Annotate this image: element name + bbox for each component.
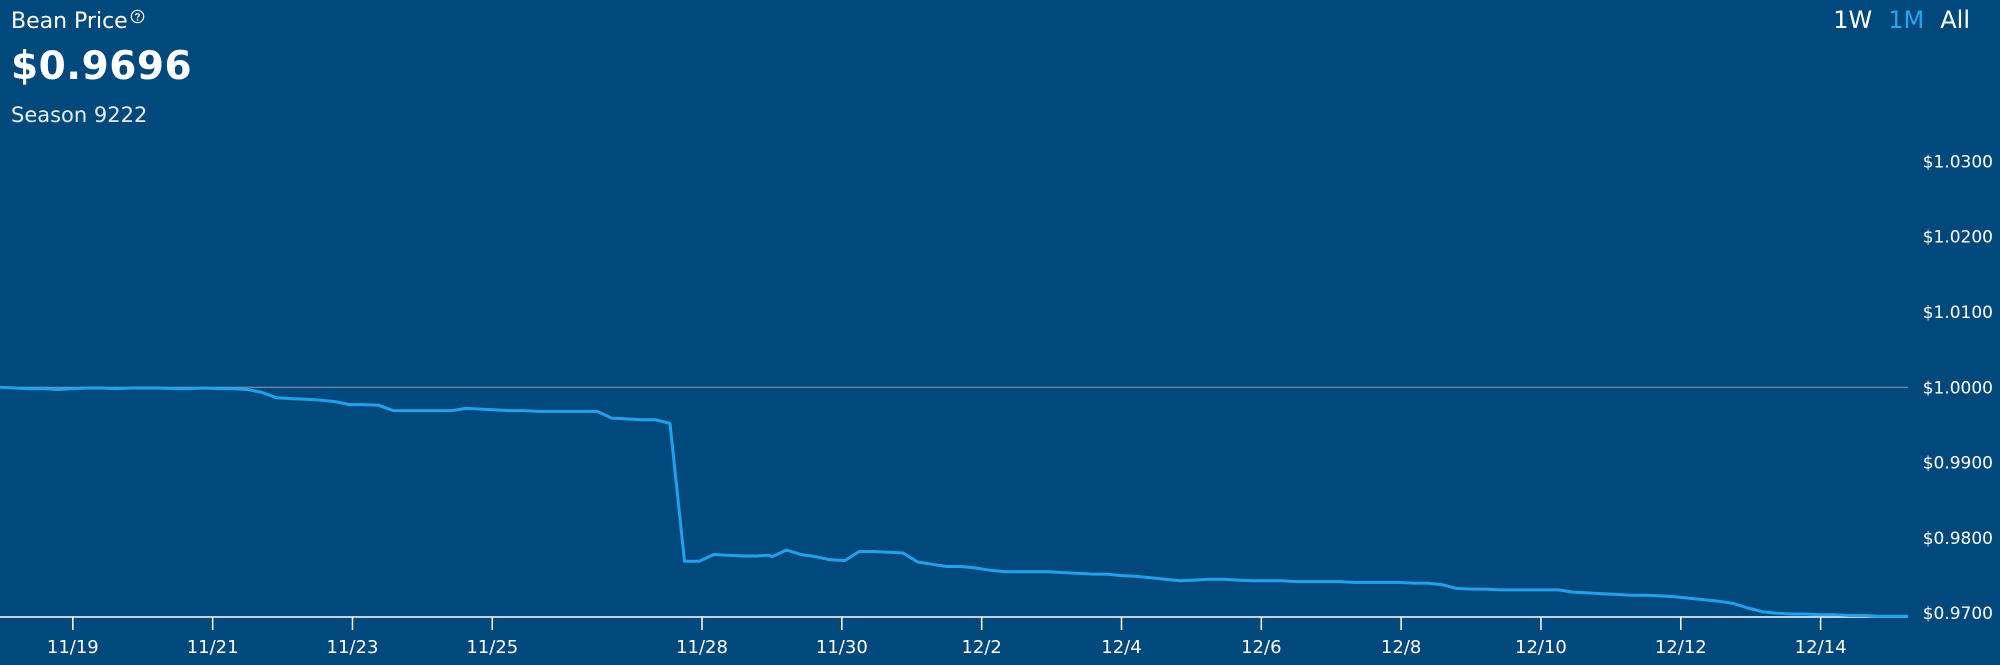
- season-label: Season 9222: [11, 103, 148, 127]
- help-icon[interactable]: [130, 9, 145, 24]
- price-line: [0, 385, 1908, 618]
- x-tick-label: 12/6: [1241, 637, 1281, 658]
- x-ticks: 11/19 11/21 11/23 11/25 11/28 11/30 12/2 12/4 12…: [47, 617, 1847, 658]
- range-1w-button[interactable]: 1W: [1833, 6, 1873, 34]
- range-all-button[interactable]: All: [1940, 6, 1970, 34]
- x-tick-label: 12/12: [1655, 637, 1707, 658]
- x-tick-label: 12/8: [1381, 637, 1421, 658]
- y-tick-label: $1.0100: [1923, 303, 1993, 323]
- title-row: Bean Price: [11, 8, 145, 36]
- x-tick-label: 11/21: [187, 637, 239, 658]
- x-tick-label: 12/10: [1515, 637, 1567, 658]
- range-1m-button[interactable]: 1M: [1888, 6, 1925, 34]
- y-tick-label: $0.9800: [1923, 529, 1993, 549]
- time-range-selector: 1W 1M All: [1833, 6, 1970, 34]
- x-tick-label: 12/4: [1101, 637, 1141, 658]
- x-tick-label: 12/14: [1795, 637, 1847, 658]
- chart-title: Bean Price: [11, 9, 128, 34]
- x-tick-label: 11/30: [816, 637, 868, 658]
- x-tick-label: 11/19: [47, 637, 99, 658]
- y-tick-label: $1.0200: [1923, 228, 1993, 248]
- y-tick-label: $0.9900: [1923, 454, 1993, 474]
- current-price: $0.9696: [11, 44, 193, 89]
- x-tick-label: 11/28: [676, 637, 728, 658]
- y-tick-label: $1.0000: [1923, 378, 1993, 398]
- x-tick-label: 11/25: [466, 637, 518, 658]
- x-tick-label: 12/2: [961, 637, 1001, 658]
- x-tick-label: 11/23: [327, 637, 379, 658]
- y-tick-label: $0.9700: [1923, 604, 1993, 624]
- y-tick-label: $1.0300: [1923, 152, 1993, 172]
- y-ticks: $0.9700 $0.9800 $0.9900 $1.0000 $1.0100 $1.02…: [1923, 152, 1993, 624]
